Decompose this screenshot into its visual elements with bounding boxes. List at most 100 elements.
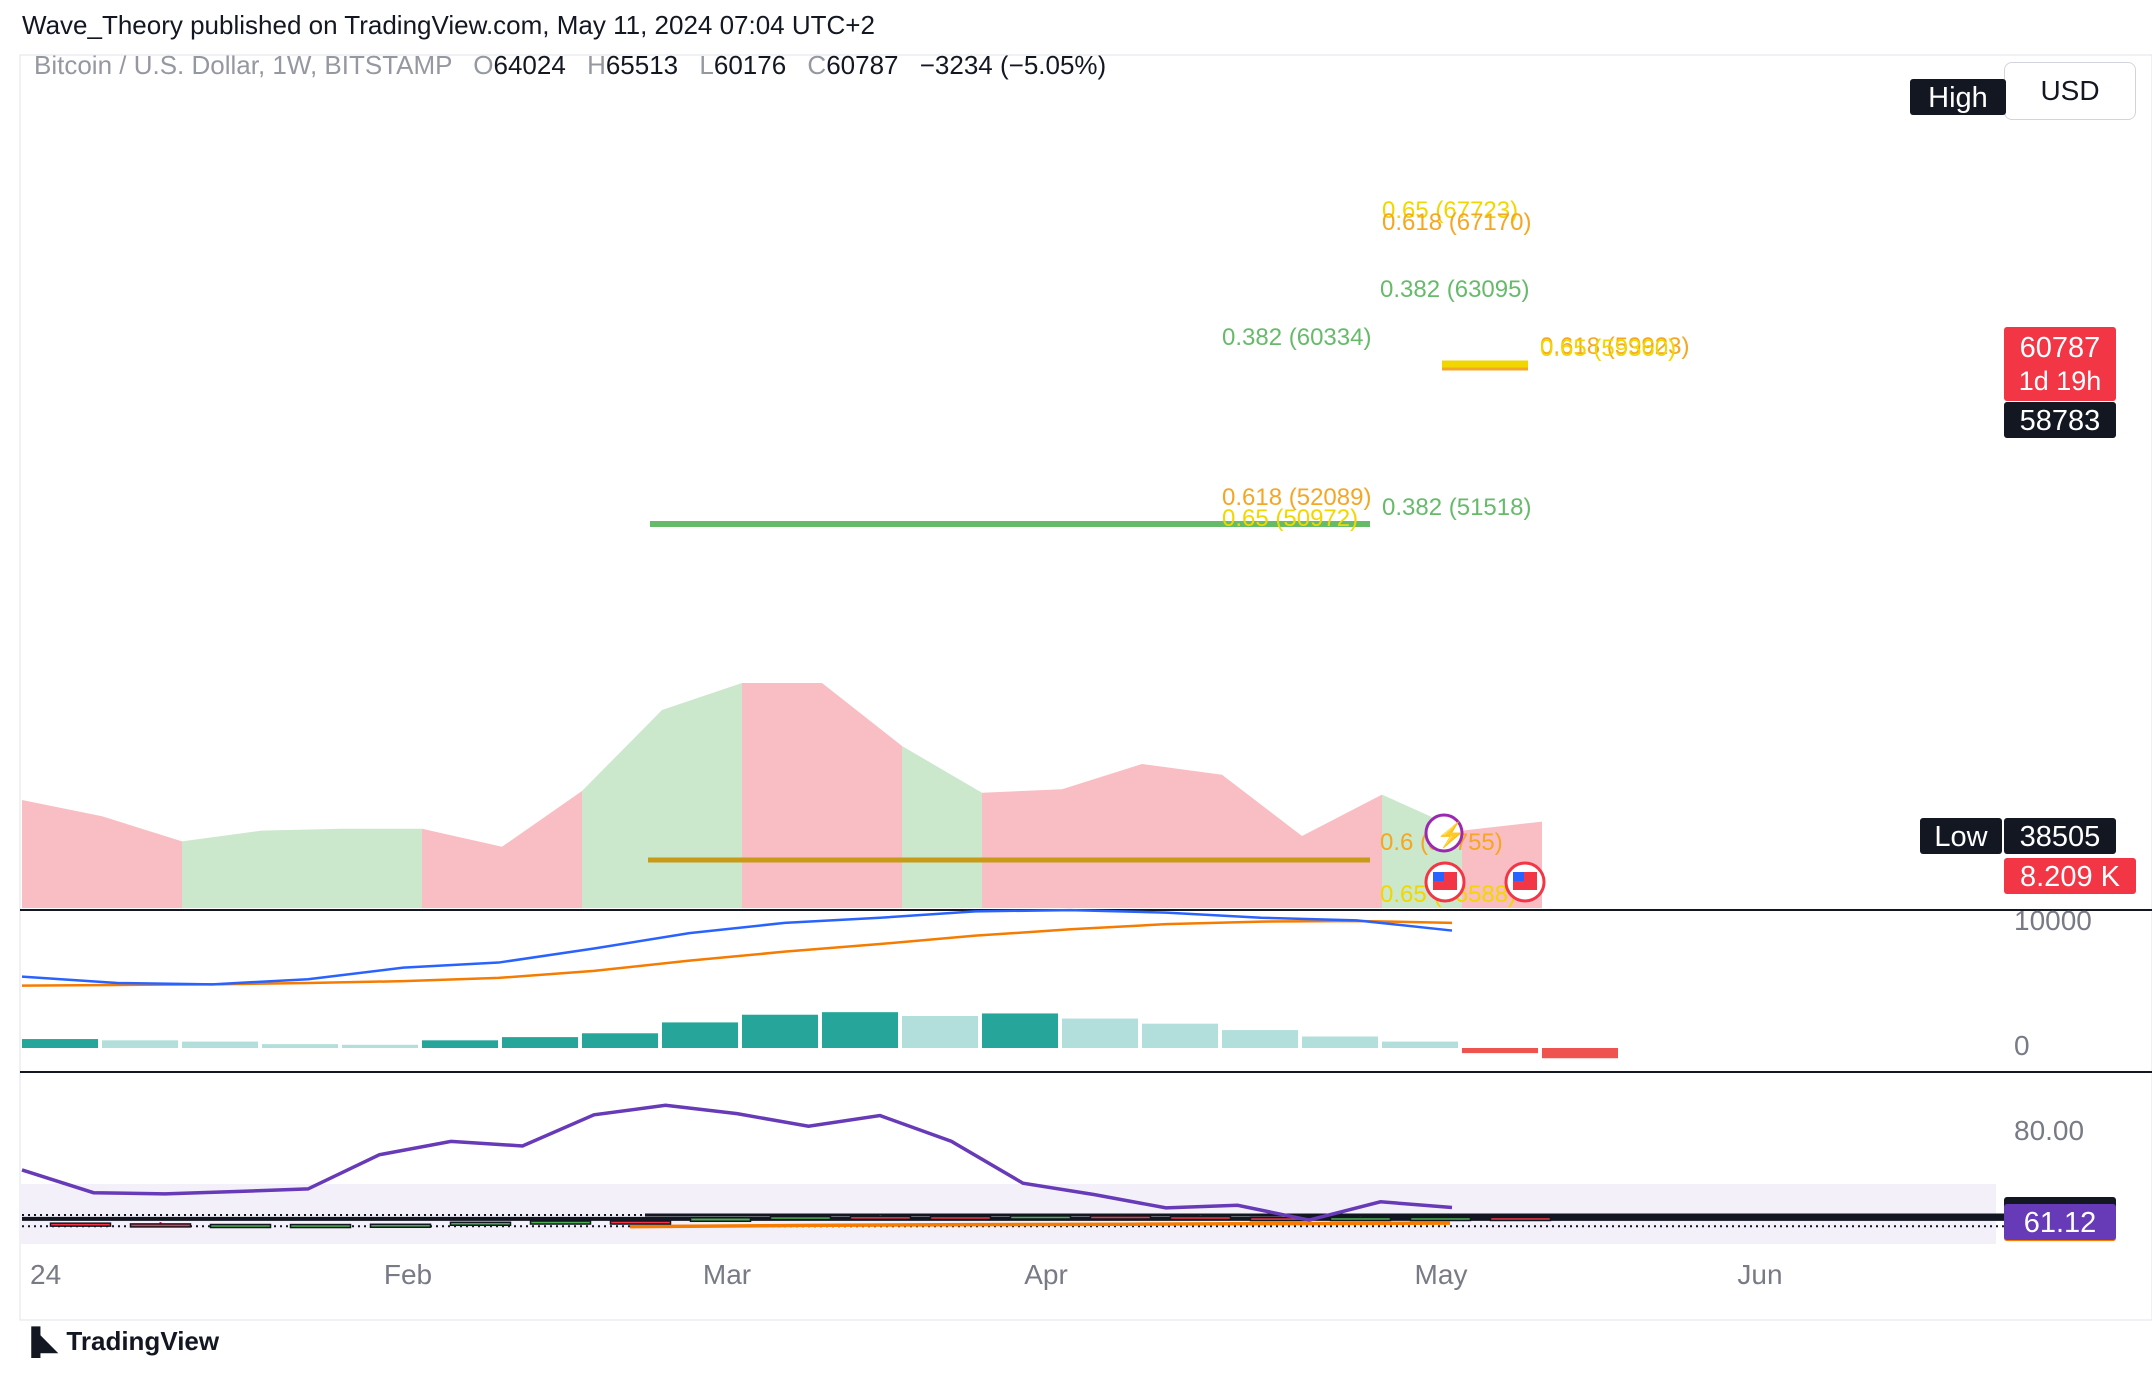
volume-area — [422, 828, 502, 908]
volume-area — [102, 816, 182, 908]
level-tag-38505-bg — [2004, 818, 2116, 854]
us-flag-canton — [1513, 872, 1524, 881]
volume-area — [582, 710, 662, 908]
candle-body — [209, 1223, 272, 1229]
macd-histogram-bar — [902, 1016, 978, 1048]
macd-histogram-bar — [1302, 1036, 1378, 1048]
countdown-tag: 1d 19h — [2019, 366, 2102, 396]
candle-body — [369, 1223, 432, 1229]
candle-body — [1329, 1216, 1392, 1222]
currency-button[interactable]: USD — [2004, 62, 2136, 120]
level-tag-58783: 58783 — [2020, 405, 2101, 437]
macd-histogram-bar — [1542, 1048, 1618, 1059]
close-label: C — [807, 50, 827, 80]
time-axis-label: Jun — [1737, 1259, 1782, 1290]
macd-histogram-bar — [102, 1040, 178, 1048]
candle-body — [129, 1223, 192, 1228]
low-label: L — [699, 50, 714, 80]
fib-annotation: 0.618 (67170) — [1382, 209, 1531, 236]
macd-histogram-bar — [182, 1041, 258, 1048]
current-price-tag: 60787 — [2020, 332, 2101, 364]
macd-histogram-bar — [342, 1044, 418, 1048]
macd-histogram-bar — [662, 1022, 738, 1048]
tradingview-logo-text: TradingView — [66, 1326, 220, 1356]
candle-body — [849, 1215, 912, 1221]
macd-histogram-bar — [982, 1013, 1058, 1048]
level-tag-38505: 38505 — [2020, 821, 2101, 853]
high-tag: High — [1928, 82, 1988, 114]
volume-area — [1222, 774, 1302, 908]
fib-annotation: 0.618 (59923) — [1540, 333, 1689, 360]
fib-annotation: 0.65 (67723) — [1382, 197, 1518, 224]
fib-annotation: 0.382 (63095) — [1380, 276, 1529, 303]
macd-histogram-bar — [1142, 1023, 1218, 1048]
macd-histogram-bar — [822, 1012, 898, 1048]
candle-body — [1009, 1215, 1072, 1220]
rsi-tag-bg — [2004, 1204, 2116, 1240]
fib-annotation: 0.65 (50972) — [1222, 505, 1358, 532]
macd-signal-line — [21, 919, 1453, 987]
fib-annotation: 0.618 (52089) — [1222, 484, 1371, 511]
rsi-axis-label: 80.00 — [2014, 1115, 2084, 1146]
candle-body — [1489, 1216, 1552, 1222]
fib-annotation: 0.65 (59360) — [1540, 335, 1676, 362]
candle-body — [1089, 1215, 1152, 1220]
candle-body — [449, 1221, 512, 1227]
chart-frame — [19, 54, 2152, 1321]
low-tag: Low — [1934, 821, 1988, 853]
tradingview-logo[interactable]: ▐◣ TradingView — [22, 1326, 219, 1357]
volume-area — [982, 789, 1062, 908]
volume-area — [342, 828, 422, 908]
volume-area — [902, 746, 982, 908]
volume-area — [182, 830, 262, 908]
candle-body — [769, 1215, 832, 1221]
volume-area — [1302, 794, 1382, 908]
time-axis-label: 24 — [30, 1259, 61, 1290]
time-axis-label: Feb — [384, 1259, 432, 1290]
candle-body — [289, 1223, 352, 1229]
macd-histogram-bar — [1062, 1018, 1138, 1048]
publish-line: Wave_Theory published on TradingView.com… — [22, 10, 875, 40]
time-axis-label: May — [1415, 1259, 1468, 1290]
candle-body — [609, 1220, 672, 1225]
high-label: H — [587, 50, 606, 80]
macd-histogram-bar — [1462, 1048, 1538, 1054]
candle-body — [929, 1215, 992, 1221]
volume-area — [662, 683, 742, 908]
candle-body — [1169, 1215, 1232, 1221]
time-axis-label: Mar — [703, 1259, 751, 1290]
lightning-glyph: ⚡ — [1436, 821, 1466, 849]
volume-area — [1142, 764, 1222, 908]
candle-body — [689, 1217, 752, 1223]
volume-tag: 8.209 K — [2020, 861, 2121, 893]
fib-annotation: 0.382 (60334) — [1222, 324, 1371, 351]
macd-histogram-bar — [262, 1044, 338, 1048]
ma-line — [629, 1221, 1451, 1229]
volume-area — [262, 828, 342, 908]
us-flag-canton — [1433, 872, 1444, 881]
macd-histogram-bar — [582, 1033, 658, 1048]
time-axis-label: Apr — [1024, 1259, 1068, 1290]
volume-area — [822, 683, 902, 908]
candle-body — [529, 1220, 592, 1225]
macd-histogram-bar — [1382, 1041, 1458, 1048]
open-label: O — [473, 50, 494, 80]
macd-histogram-bar — [502, 1037, 578, 1048]
volume-area — [22, 800, 102, 908]
macd-histogram-bar — [1222, 1030, 1298, 1048]
rsi-line — [21, 1103, 1453, 1222]
level-tag-58783-bg — [2004, 402, 2116, 438]
macd-histogram-bar — [742, 1014, 818, 1048]
macd-histogram-bar — [422, 1040, 498, 1048]
macd-axis-label: 10000 — [2014, 905, 2092, 936]
volume-tag-bg — [2004, 858, 2136, 894]
macd-histogram-bar — [22, 1039, 98, 1048]
rsi-tag: 61.12 — [2024, 1207, 2097, 1239]
volume-area — [1062, 764, 1142, 908]
volume-area — [502, 791, 582, 908]
macd-line — [21, 908, 1453, 986]
current-price-tag-bg — [2004, 327, 2116, 401]
macd-axis-label: 0 — [2014, 1030, 2030, 1061]
low-tag-bg — [1920, 818, 2002, 854]
